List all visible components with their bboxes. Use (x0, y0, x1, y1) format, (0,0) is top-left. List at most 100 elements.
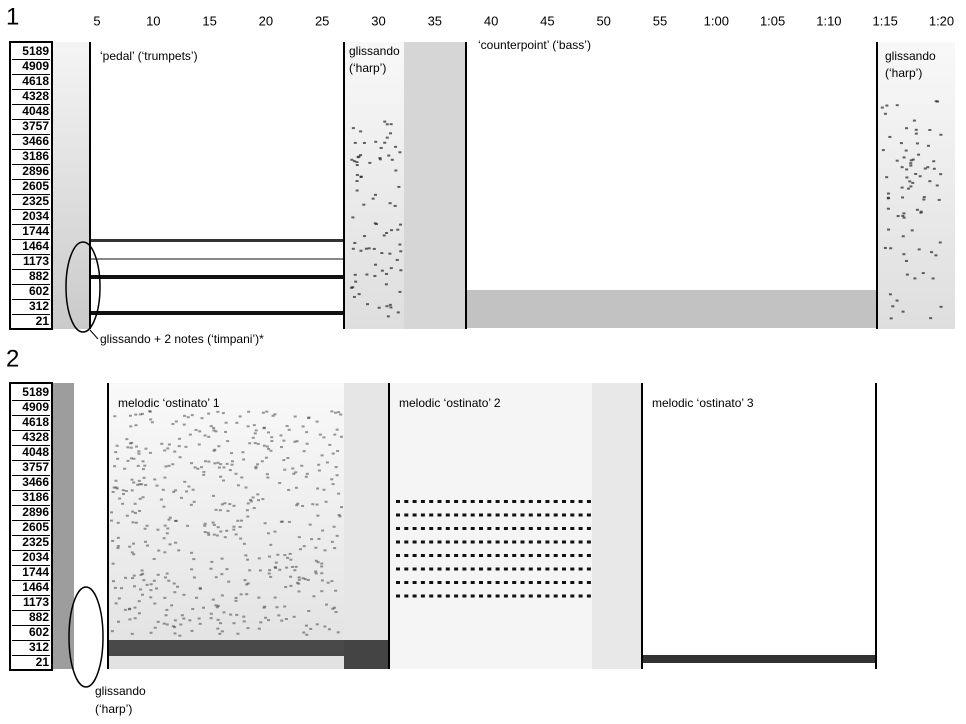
texture (246, 425, 250, 428)
texture (479, 513, 483, 517)
texture (314, 572, 318, 575)
texture (203, 522, 207, 525)
texture (932, 167, 936, 170)
texture (132, 553, 136, 556)
texture (221, 412, 225, 415)
texture (334, 411, 338, 414)
texture (171, 463, 175, 466)
texture (256, 463, 260, 466)
texture (445, 527, 450, 530)
texture (141, 460, 145, 463)
texture (520, 567, 525, 571)
texture (117, 620, 121, 623)
texture (420, 554, 425, 557)
texture (470, 567, 475, 571)
texture (512, 581, 517, 584)
texture (220, 503, 224, 506)
texture (225, 529, 229, 532)
texture (252, 507, 256, 510)
texture (359, 130, 363, 133)
texture (330, 540, 334, 543)
texture (113, 415, 117, 418)
annotation: ‘pedal’ (‘trumpets’) (100, 49, 198, 63)
texture (124, 576, 128, 579)
texture (202, 470, 206, 473)
texture (316, 561, 320, 564)
time-label: 20 (259, 13, 273, 28)
texture (512, 500, 517, 503)
texture (462, 567, 467, 571)
frequency-label: 2325 (22, 194, 49, 208)
texture (881, 149, 885, 152)
texture (209, 612, 213, 615)
texture (318, 433, 322, 436)
texture (386, 315, 390, 318)
texture (578, 594, 583, 598)
texture (260, 460, 264, 463)
texture (126, 446, 130, 449)
texture (487, 567, 492, 571)
texture (495, 527, 500, 530)
texture (137, 452, 141, 455)
texture (129, 425, 133, 428)
frequency-label: 5189 (22, 44, 49, 58)
texture (132, 457, 136, 460)
texture (412, 554, 417, 557)
texture (926, 144, 930, 147)
texture (479, 567, 483, 571)
texture (885, 176, 889, 179)
texture (307, 610, 311, 613)
texture (265, 445, 269, 448)
texture (167, 464, 171, 467)
texture (503, 567, 508, 571)
texture (578, 527, 583, 530)
texture (211, 494, 215, 497)
time-label: 1:05 (760, 13, 785, 28)
texture (503, 554, 508, 557)
texture (412, 527, 417, 530)
texture (263, 522, 267, 525)
texture (168, 543, 172, 546)
frequency-label: 4048 (22, 104, 49, 118)
texture (230, 463, 234, 466)
annotation: melodic ‘ostinato’ 1 (118, 396, 220, 410)
texture (331, 607, 335, 610)
texture (167, 518, 171, 521)
texture (114, 486, 118, 489)
texture (288, 552, 292, 555)
texture (190, 629, 194, 632)
texture (378, 158, 382, 161)
texture (412, 594, 417, 598)
texture (303, 578, 307, 581)
texture (289, 584, 293, 587)
texture (280, 619, 284, 622)
texture (283, 605, 287, 608)
texture (454, 513, 459, 517)
texture (240, 519, 244, 522)
texture (353, 241, 357, 244)
texture (914, 132, 918, 135)
texture (220, 573, 224, 576)
texture (217, 445, 221, 448)
texture (145, 583, 149, 586)
texture (164, 576, 168, 579)
texture (562, 540, 566, 544)
texture (437, 540, 442, 544)
texture (257, 627, 261, 630)
texture (225, 462, 229, 465)
texture (219, 530, 223, 533)
texture (217, 466, 221, 469)
texture (269, 543, 273, 546)
texture (553, 554, 558, 557)
texture (315, 623, 319, 626)
time-label: 1:10 (816, 13, 841, 28)
texture (111, 562, 115, 565)
texture (130, 551, 134, 554)
texture (247, 410, 251, 413)
texture (294, 471, 298, 474)
texture (172, 582, 176, 585)
texture (214, 430, 218, 433)
texture (259, 621, 263, 624)
texture (383, 141, 387, 144)
texture (322, 488, 326, 491)
